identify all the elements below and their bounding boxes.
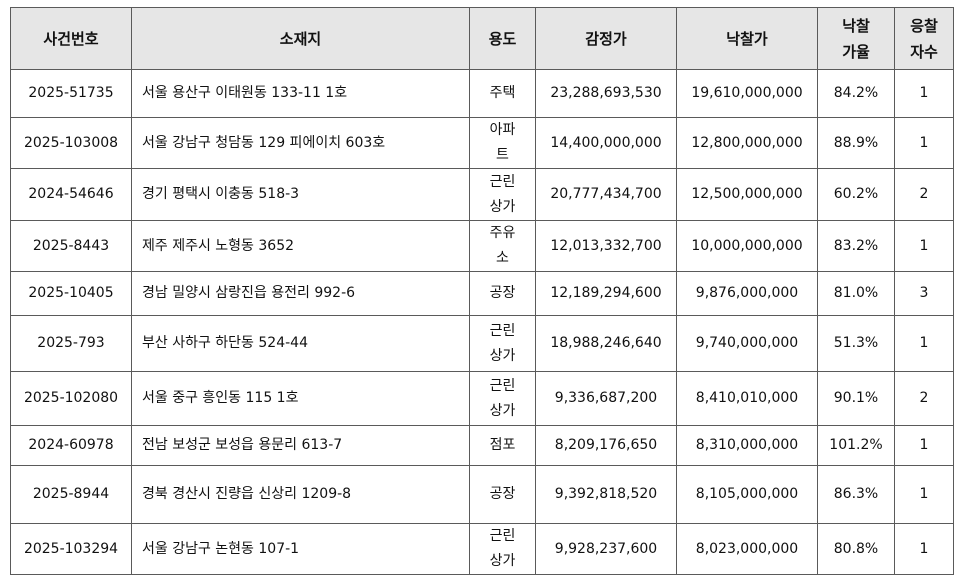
cell-appraised-value: 12,013,332,700 bbox=[535, 220, 677, 272]
table-row: 2025-51735 서울 용산구 이태원동 133-11 1호 주택 23,288,… bbox=[10, 69, 954, 118]
cell-appraised-value: 9,928,237,600 bbox=[535, 523, 677, 575]
table-row: 2025-793 부산 사하구 하단동 524-44 근린상가 18,988,246,… bbox=[10, 315, 954, 372]
table-row: 2025-10405 경남 밀양시 삼랑진읍 용전리 992-6 공장 12,189,… bbox=[10, 271, 954, 316]
cell-winning-bid: 9,876,000,000 bbox=[676, 271, 818, 316]
cell-usage: 근린상가 bbox=[469, 168, 536, 221]
cell-case-number: 2025-8443 bbox=[10, 220, 132, 272]
cell-bidder-count: 1 bbox=[894, 465, 954, 524]
cell-location: 서울 중구 흥인동 115 1호 bbox=[131, 371, 470, 426]
cell-usage: 근린상가 bbox=[469, 523, 536, 575]
cell-case-number: 2024-60978 bbox=[10, 425, 132, 466]
cell-usage: 점포 bbox=[469, 425, 536, 466]
cell-appraised-value: 9,392,818,520 bbox=[535, 465, 677, 524]
cell-location: 서울 용산구 이태원동 133-11 1호 bbox=[131, 69, 470, 118]
header-location: 소재지 bbox=[131, 7, 470, 70]
cell-location: 경북 경산시 진량읍 신상리 1209-8 bbox=[131, 465, 470, 524]
cell-winning-bid: 8,310,000,000 bbox=[676, 425, 818, 466]
cell-bidder-count: 2 bbox=[894, 168, 954, 221]
cell-bidder-count: 2 bbox=[894, 371, 954, 426]
table-header-row: 사건번호 소재지 용도 감정가 낙찰가 낙찰 가율 응찰 자수 bbox=[10, 7, 954, 70]
usage-text: 근린상가 bbox=[489, 528, 516, 569]
cell-case-number: 2024-54646 bbox=[10, 168, 132, 221]
cell-winning-bid: 19,610,000,000 bbox=[676, 69, 818, 118]
cell-bid-rate: 80.8% bbox=[817, 523, 895, 575]
header-bidder-count: 응찰 자수 bbox=[894, 7, 954, 70]
cell-appraised-value: 8,209,176,650 bbox=[535, 425, 677, 466]
cell-location: 서울 강남구 청담동 129 피에이치 603호 bbox=[131, 117, 470, 169]
table-row: 2025-8944 경북 경산시 진량읍 신상리 1209-8 공장 9,392,81… bbox=[10, 465, 954, 524]
cell-winning-bid: 8,023,000,000 bbox=[676, 523, 818, 575]
cell-winning-bid: 12,800,000,000 bbox=[676, 117, 818, 169]
cell-bid-rate: 90.1% bbox=[817, 371, 895, 426]
cell-location: 제주 제주시 노형동 3652 bbox=[131, 220, 470, 272]
cell-bid-rate: 84.2% bbox=[817, 69, 895, 118]
cell-usage: 근린상가 bbox=[469, 315, 536, 372]
table-row: 2025-8443 제주 제주시 노형동 3652 주유소 12,013,332,70… bbox=[10, 220, 954, 272]
cell-location: 전남 보성군 보성읍 용문리 613-7 bbox=[131, 425, 470, 466]
cell-bidder-count: 1 bbox=[894, 523, 954, 575]
cell-case-number: 2025-102080 bbox=[10, 371, 132, 426]
cell-appraised-value: 23,288,693,530 bbox=[535, 69, 677, 118]
cell-appraised-value: 18,988,246,640 bbox=[535, 315, 677, 372]
cell-bid-rate: 101.2% bbox=[817, 425, 895, 466]
usage-text: 공장 bbox=[489, 285, 516, 301]
table-row: 2024-60978 전남 보성군 보성읍 용문리 613-7 점포 8,209,17… bbox=[10, 425, 954, 466]
cell-case-number: 2025-103294 bbox=[10, 523, 132, 575]
usage-text: 근린상가 bbox=[489, 377, 516, 419]
usage-text: 아파트 bbox=[489, 122, 516, 163]
header-usage: 용도 bbox=[469, 7, 536, 70]
cell-bid-rate: 60.2% bbox=[817, 168, 895, 221]
cell-winning-bid: 8,410,010,000 bbox=[676, 371, 818, 426]
cell-location: 부산 사하구 하단동 524-44 bbox=[131, 315, 470, 372]
usage-text: 주택 bbox=[489, 85, 516, 101]
cell-usage: 주택 bbox=[469, 69, 536, 118]
table-row: 2024-54646 경기 평택시 이충동 518-3 근린상가 20,777,434… bbox=[10, 168, 954, 221]
header-appraised-value: 감정가 bbox=[535, 7, 677, 70]
cell-bidder-count: 1 bbox=[894, 315, 954, 372]
usage-text: 근린상가 bbox=[489, 322, 516, 364]
cell-usage: 공장 bbox=[469, 271, 536, 316]
cell-bid-rate: 86.3% bbox=[817, 465, 895, 524]
cell-usage: 주유소 bbox=[469, 220, 536, 272]
cell-case-number: 2025-8944 bbox=[10, 465, 132, 524]
cell-bid-rate: 81.0% bbox=[817, 271, 895, 316]
cell-winning-bid: 9,740,000,000 bbox=[676, 315, 818, 372]
cell-location: 서울 강남구 논현동 107-1 bbox=[131, 523, 470, 575]
cell-bidder-count: 3 bbox=[894, 271, 954, 316]
cell-bid-rate: 88.9% bbox=[817, 117, 895, 169]
cell-appraised-value: 14,400,000,000 bbox=[535, 117, 677, 169]
cell-usage: 공장 bbox=[469, 465, 536, 524]
table-row: 2025-102080 서울 중구 흥인동 115 1호 근린상가 9,336,687… bbox=[10, 371, 954, 426]
cell-appraised-value: 9,336,687,200 bbox=[535, 371, 677, 426]
header-case-number: 사건번호 bbox=[10, 7, 132, 70]
cell-bidder-count: 1 bbox=[894, 69, 954, 118]
header-winning-bid: 낙찰가 bbox=[676, 7, 818, 70]
cell-location: 경남 밀양시 삼랑진읍 용전리 992-6 bbox=[131, 271, 470, 316]
cell-bidder-count: 1 bbox=[894, 425, 954, 466]
usage-text: 점포 bbox=[489, 437, 516, 453]
cell-bidder-count: 1 bbox=[894, 220, 954, 272]
cell-case-number: 2025-51735 bbox=[10, 69, 132, 118]
cell-bid-rate: 51.3% bbox=[817, 315, 895, 372]
cell-bidder-count: 1 bbox=[894, 117, 954, 169]
auction-results-table: 사건번호 소재지 용도 감정가 낙찰가 낙찰 가율 응찰 자수 2025-517… bbox=[10, 7, 954, 575]
cell-usage: 근린상가 bbox=[469, 371, 536, 426]
cell-case-number: 2025-103008 bbox=[10, 117, 132, 169]
usage-text: 주유소 bbox=[489, 225, 516, 266]
header-bid-rate: 낙찰 가율 bbox=[817, 7, 895, 70]
usage-text: 근린상가 bbox=[489, 173, 516, 215]
cell-appraised-value: 12,189,294,600 bbox=[535, 271, 677, 316]
cell-location: 경기 평택시 이충동 518-3 bbox=[131, 168, 470, 221]
cell-usage: 아파트 bbox=[469, 117, 536, 169]
cell-bid-rate: 83.2% bbox=[817, 220, 895, 272]
cell-case-number: 2025-10405 bbox=[10, 271, 132, 316]
cell-case-number: 2025-793 bbox=[10, 315, 132, 372]
cell-winning-bid: 12,500,000,000 bbox=[676, 168, 818, 221]
table-row: 2025-103294 서울 강남구 논현동 107-1 근린상가 9,928,237… bbox=[10, 523, 954, 575]
cell-winning-bid: 10,000,000,000 bbox=[676, 220, 818, 272]
cell-appraised-value: 20,777,434,700 bbox=[535, 168, 677, 221]
usage-text: 공장 bbox=[489, 486, 516, 502]
cell-winning-bid: 8,105,000,000 bbox=[676, 465, 818, 524]
table-row: 2025-103008 서울 강남구 청담동 129 피에이치 603호 아파트 14… bbox=[10, 117, 954, 169]
